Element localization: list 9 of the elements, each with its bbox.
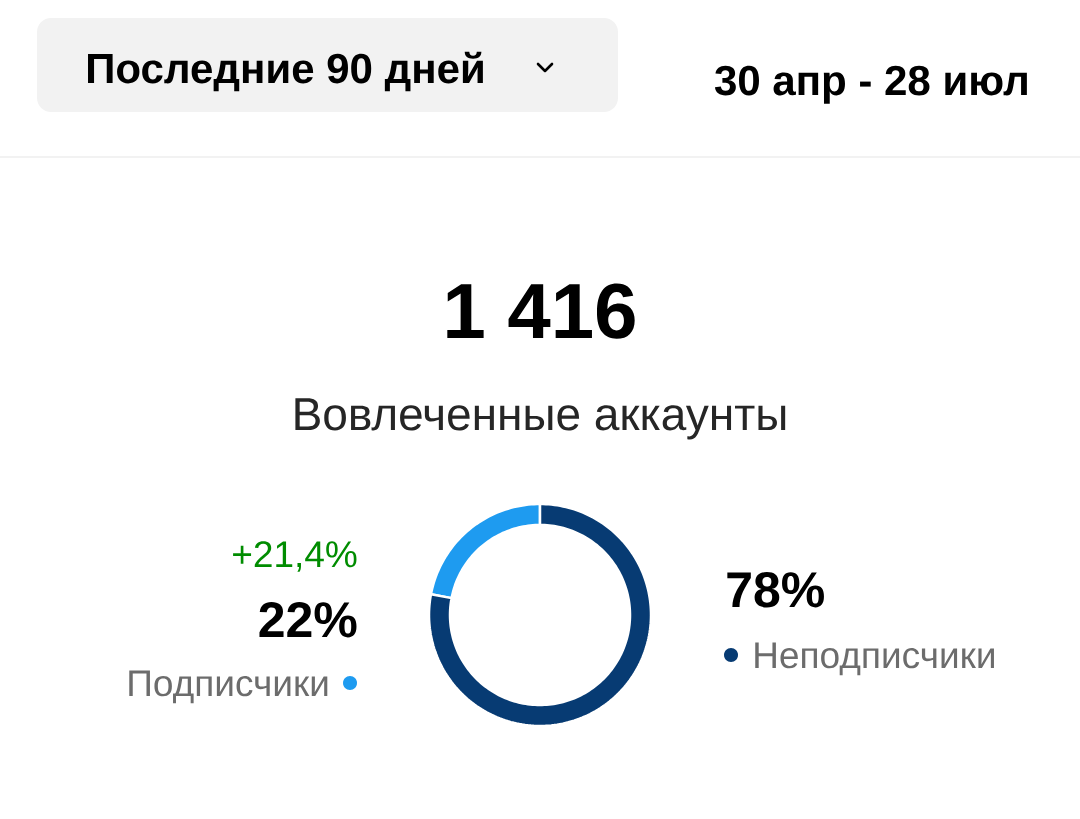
data-label: 22% — [259, 602, 357, 638]
slice-label: Подписчики — [129, 670, 328, 704]
legend-label: Неподписчики — [755, 642, 994, 676]
text: Последние 90 дней — [88, 51, 483, 92]
text: +21,4% — [233, 541, 357, 572]
text: 30 апр - 28 июл — [714, 65, 1027, 104]
chart-subtitle: Вовлеченные аккаунты — [295, 398, 786, 440]
chart-title: 1 416 — [447, 283, 635, 339]
data-label: 78% — [727, 572, 824, 608]
